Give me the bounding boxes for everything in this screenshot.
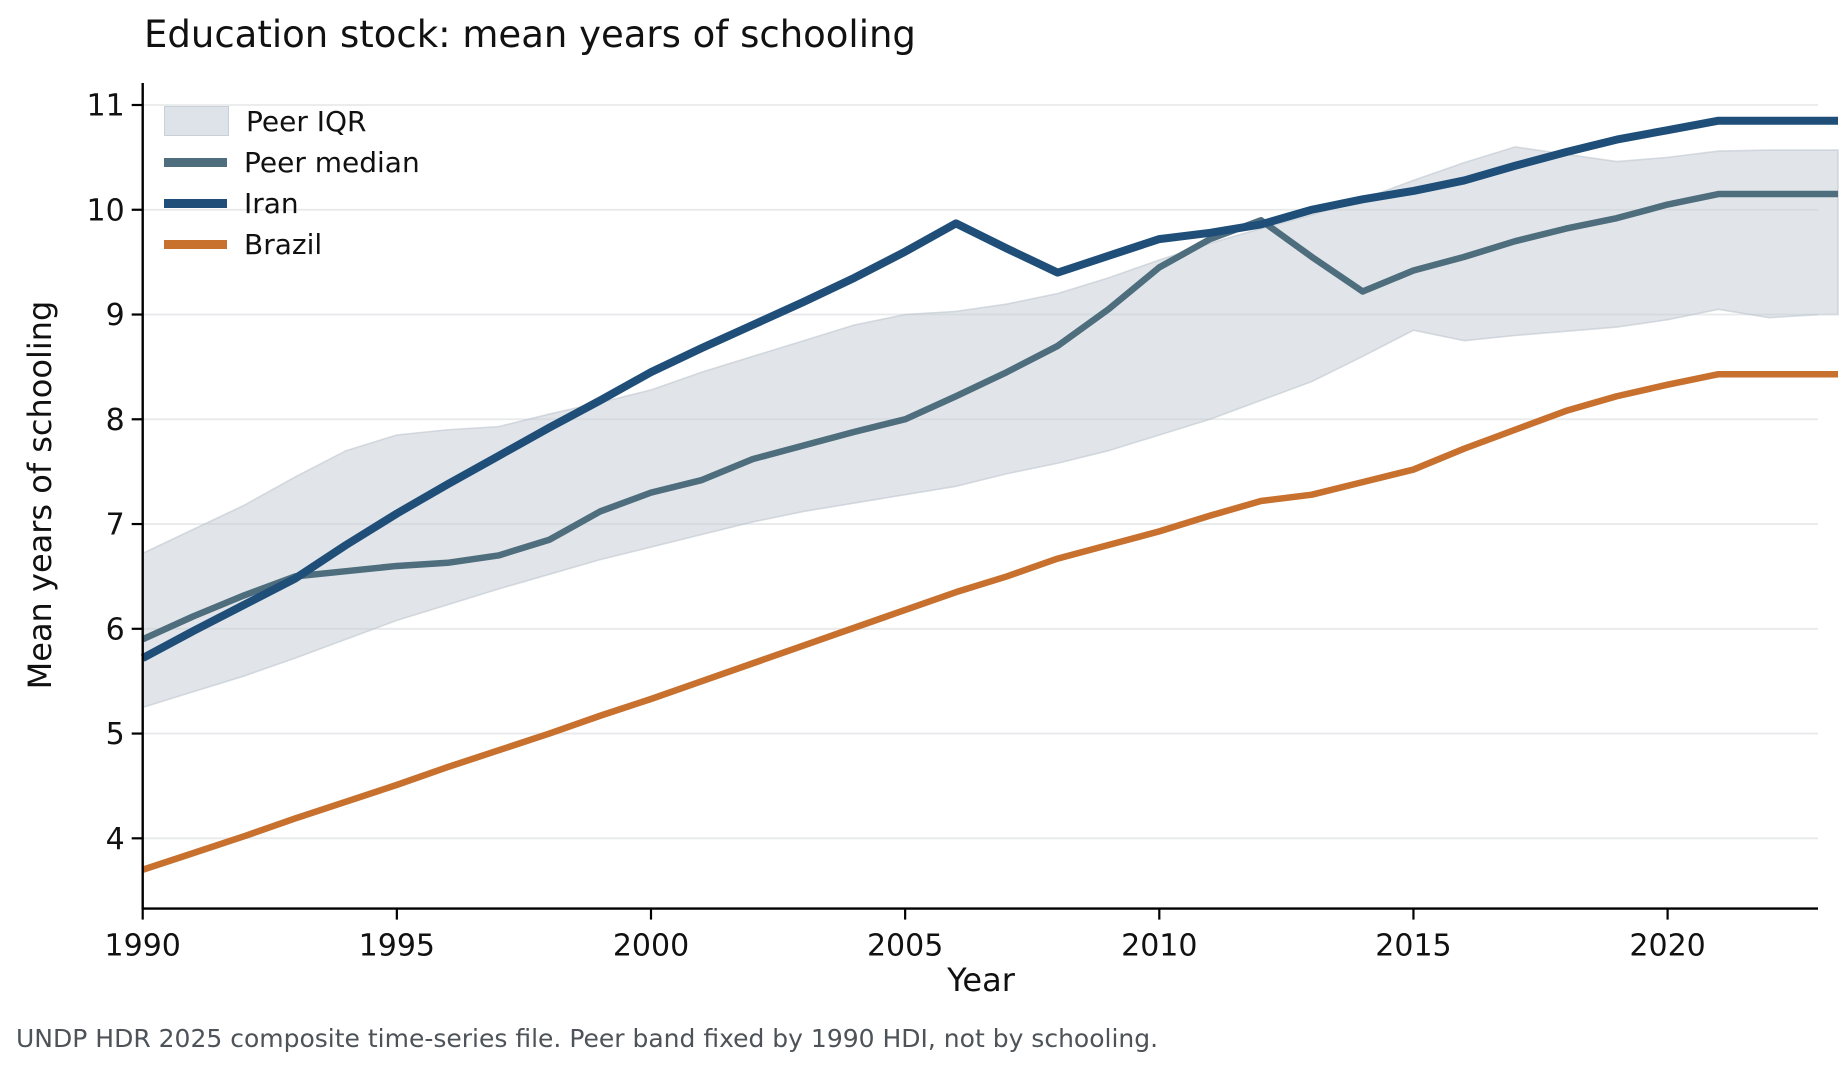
x-tick-label: 2015 — [1375, 929, 1451, 964]
legend-item-iran: Iran — [164, 186, 420, 220]
y-tick-label: 7 — [106, 508, 125, 543]
x-tick-label: 1990 — [105, 929, 181, 964]
peer-iqr-swatch — [164, 106, 229, 136]
x-tick-label: 2010 — [1121, 929, 1197, 964]
legend-label: Brazil — [244, 227, 323, 261]
y-axis-label: Mean years of schooling — [21, 300, 59, 690]
peer-median-swatch — [164, 157, 227, 167]
legend-item-brazil: Brazil — [164, 227, 420, 261]
y-tick-label: 11 — [87, 89, 125, 124]
legend: Peer IQR Peer median Iran Brazil — [164, 104, 420, 261]
x-axis-label: Year — [947, 961, 1015, 999]
legend-label: Peer median — [244, 145, 420, 179]
legend-label: Peer IQR — [246, 104, 367, 138]
peer-median-line — [141, 190, 1838, 643]
iran-line — [140, 116, 1838, 662]
y-tick-label: 9 — [106, 298, 125, 333]
x-tick-label: 2020 — [1629, 929, 1705, 964]
x-tick-label: 2005 — [867, 929, 943, 964]
legend-item-peer-iqr: Peer IQR — [164, 104, 420, 138]
x-tick-label: 2000 — [613, 929, 689, 964]
source-footnote: UNDP HDR 2025 composite time-series file… — [16, 1024, 1159, 1053]
brazil-swatch — [164, 239, 227, 249]
legend-label: Iran — [244, 186, 299, 220]
chart-title: Education stock: mean years of schooling — [144, 13, 916, 56]
y-tick-label: 4 — [106, 822, 125, 857]
y-tick-label: 5 — [106, 717, 125, 752]
peer-iqr-band — [141, 146, 1839, 709]
iran-swatch — [164, 198, 227, 208]
legend-item-peer-median: Peer median — [164, 145, 420, 179]
brazil-line — [141, 370, 1838, 873]
x-tick-label: 1995 — [359, 929, 435, 964]
y-tick-label: 6 — [106, 612, 125, 647]
y-tick-label: 10 — [87, 193, 125, 228]
y-tick-label: 8 — [106, 403, 125, 438]
